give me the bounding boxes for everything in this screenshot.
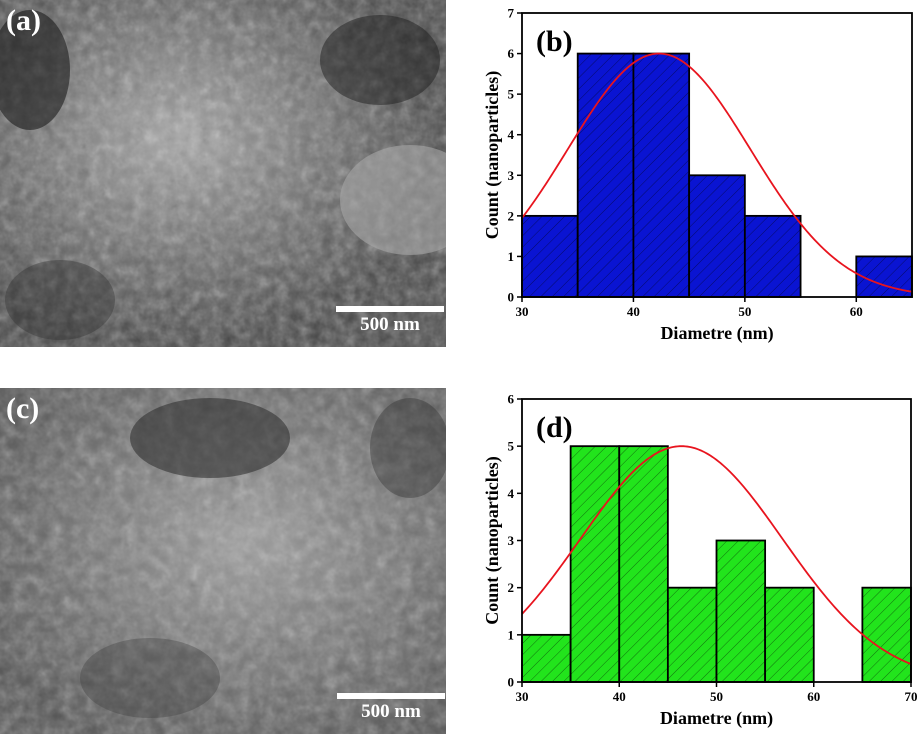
y-tick-label-d-4: 4 — [508, 486, 515, 501]
y-tick-label-d-0: 0 — [508, 675, 515, 690]
x-tick-label-b-3: 60 — [850, 304, 863, 319]
bar-hatch-d-0 — [522, 634, 571, 682]
sem-texture-a — [0, 0, 446, 347]
sem-texture-c — [0, 388, 446, 734]
y-tick-label-b-4: 4 — [508, 127, 515, 142]
y-axis-label-d: Count (nanoparticles) — [482, 456, 503, 625]
bar-hatch-d-1 — [570, 446, 620, 682]
bar-hatch-b-4 — [744, 215, 801, 297]
y-tick-label-d-5: 5 — [508, 439, 515, 454]
y-tick-label-b-7: 7 — [508, 6, 515, 21]
y-tick-label-b-3: 3 — [508, 168, 515, 183]
bar-hatch-d-4 — [716, 540, 766, 682]
x-tick-label-d-2: 50 — [710, 689, 723, 704]
sem-image-a: (a) 500 nm — [0, 0, 446, 347]
x-axis-label-b: Diametre (nm) — [660, 323, 773, 344]
y-tick-label-b-0: 0 — [508, 290, 515, 305]
bar-hatch-b-1 — [577, 53, 634, 298]
bar-hatch-d-3 — [667, 587, 717, 682]
panel-label-c: (c) — [6, 392, 40, 425]
bar-hatch-b-3 — [689, 175, 745, 297]
bar-hatch-b-2 — [633, 53, 690, 298]
scale-label-a: 500 nm — [360, 314, 420, 335]
x-tick-label-d-4: 70 — [905, 689, 918, 704]
scale-bar-a — [336, 306, 444, 312]
x-tick-label-d-0: 30 — [516, 689, 529, 704]
x-tick-label-d-3: 60 — [807, 689, 820, 704]
y-tick-label-b-1: 1 — [508, 249, 515, 264]
scale-bar-c — [337, 693, 445, 699]
fit-curve-b — [522, 52, 912, 293]
y-tick-label-d-6: 6 — [508, 392, 515, 407]
panel-label-a: (a) — [6, 4, 41, 37]
y-tick-label-b-6: 6 — [508, 46, 515, 61]
bar-hatch-d-2 — [619, 446, 668, 682]
plot-frame-b — [521, 12, 913, 298]
scale-label-c: 500 nm — [361, 701, 421, 722]
y-tick-label-d-2: 2 — [508, 580, 515, 595]
y-tick-label-b-2: 2 — [508, 208, 515, 223]
x-tick-label-b-0: 30 — [516, 304, 529, 319]
bar-hatch-d-5 — [765, 587, 814, 682]
x-tick-label-b-1: 40 — [627, 304, 640, 319]
histogram-chart-d: 30 40 50 60 70 0 1 2 3 4 5 6 Diametre (nm) Count (nan… — [482, 392, 918, 730]
y-tick-label-b-5: 5 — [508, 87, 515, 102]
panel-label-d: (d) — [536, 411, 573, 444]
bar-hatch-b-0 — [522, 215, 578, 297]
y-tick-label-d-1: 1 — [508, 627, 515, 642]
x-tick-label-b-2: 50 — [738, 304, 751, 319]
x-tick-label-d-1: 40 — [613, 689, 626, 704]
panel-label-b: (b) — [536, 25, 573, 58]
bars-b — [521, 52, 913, 298]
y-axis-label-b: Count (nanoparticles) — [482, 71, 503, 240]
bars-d — [521, 445, 912, 683]
bar-hatch-d-7 — [862, 587, 911, 682]
fit-curve-d — [522, 445, 911, 665]
y-tick-label-d-3: 3 — [508, 533, 515, 548]
histogram-chart-b: 30 40 50 60 0 1 2 3 4 5 6 7 Diametre (nm) Count (nano… — [482, 6, 913, 344]
sem-image-c: (c) 500 nm — [0, 388, 446, 734]
x-axis-label-d: Diametre (nm) — [660, 708, 773, 729]
